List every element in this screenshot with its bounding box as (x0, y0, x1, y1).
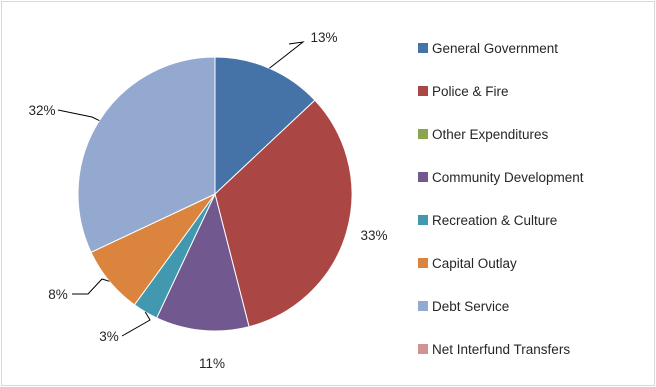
data-label-capital-outlay: 8% (48, 287, 68, 302)
legend-item-net-interfund-transfers: Net Interfund Transfers (418, 342, 570, 357)
legend-swatch-police-fire (418, 86, 428, 96)
pie-slice-debt-service (77, 56, 216, 253)
data-label-police-fire: 33% (360, 228, 387, 243)
legend-item-capital-outlay: Capital Outlay (418, 256, 517, 271)
leader-lines (57, 41, 305, 337)
legend-swatch-recreation-culture (418, 215, 428, 225)
data-label-recreation-culture: 3% (99, 329, 119, 344)
legend-item-other-expenditures: Other Expenditures (418, 127, 549, 142)
data-label-debt-service: 32% (28, 103, 55, 118)
legend-label-community-development: Community Development (432, 170, 584, 185)
legend-label-general-government: General Government (432, 41, 558, 56)
legend-swatch-community-development (418, 172, 428, 182)
legend-swatch-capital-outlay (418, 258, 428, 268)
leader-line-debt-service (57, 109, 100, 122)
legend: General Government Police & Fire Other Exp… (418, 41, 584, 357)
legend-label-recreation-culture: Recreation & Culture (432, 213, 557, 228)
leader-line-capital-outlay (72, 278, 110, 295)
legend-label-police-fire: Police & Fire (432, 84, 509, 99)
legend-swatch-other-expenditures (418, 129, 428, 139)
legend-item-community-development: Community Development (418, 170, 584, 185)
legend-swatch-debt-service (418, 301, 428, 311)
pie-slice-police-fire (214, 99, 353, 328)
pie-slices (77, 56, 353, 332)
leader-line-recreation-culture (121, 311, 151, 337)
legend-swatch-general-government (418, 43, 428, 53)
legend-label-other-expenditures: Other Expenditures (432, 127, 549, 142)
leader-line-general-government (269, 41, 305, 69)
data-label-general-government: 13% (310, 30, 337, 45)
legend-swatch-net-interfund-transfers (418, 344, 428, 354)
legend-item-recreation-culture: Recreation & Culture (418, 213, 557, 228)
data-labels: 13% 33% 11% 3% 8% 32% (28, 30, 387, 371)
legend-item-general-government: General Government (418, 41, 558, 56)
data-label-community-development: 11% (199, 356, 225, 371)
legend-label-capital-outlay: Capital Outlay (432, 256, 517, 271)
legend-item-debt-service: Debt Service (418, 299, 509, 314)
legend-label-debt-service: Debt Service (432, 299, 509, 314)
legend-item-police-fire: Police & Fire (418, 84, 509, 99)
pie-slice-community-development (156, 192, 250, 332)
legend-label-net-interfund-transfers: Net Interfund Transfers (432, 342, 570, 357)
